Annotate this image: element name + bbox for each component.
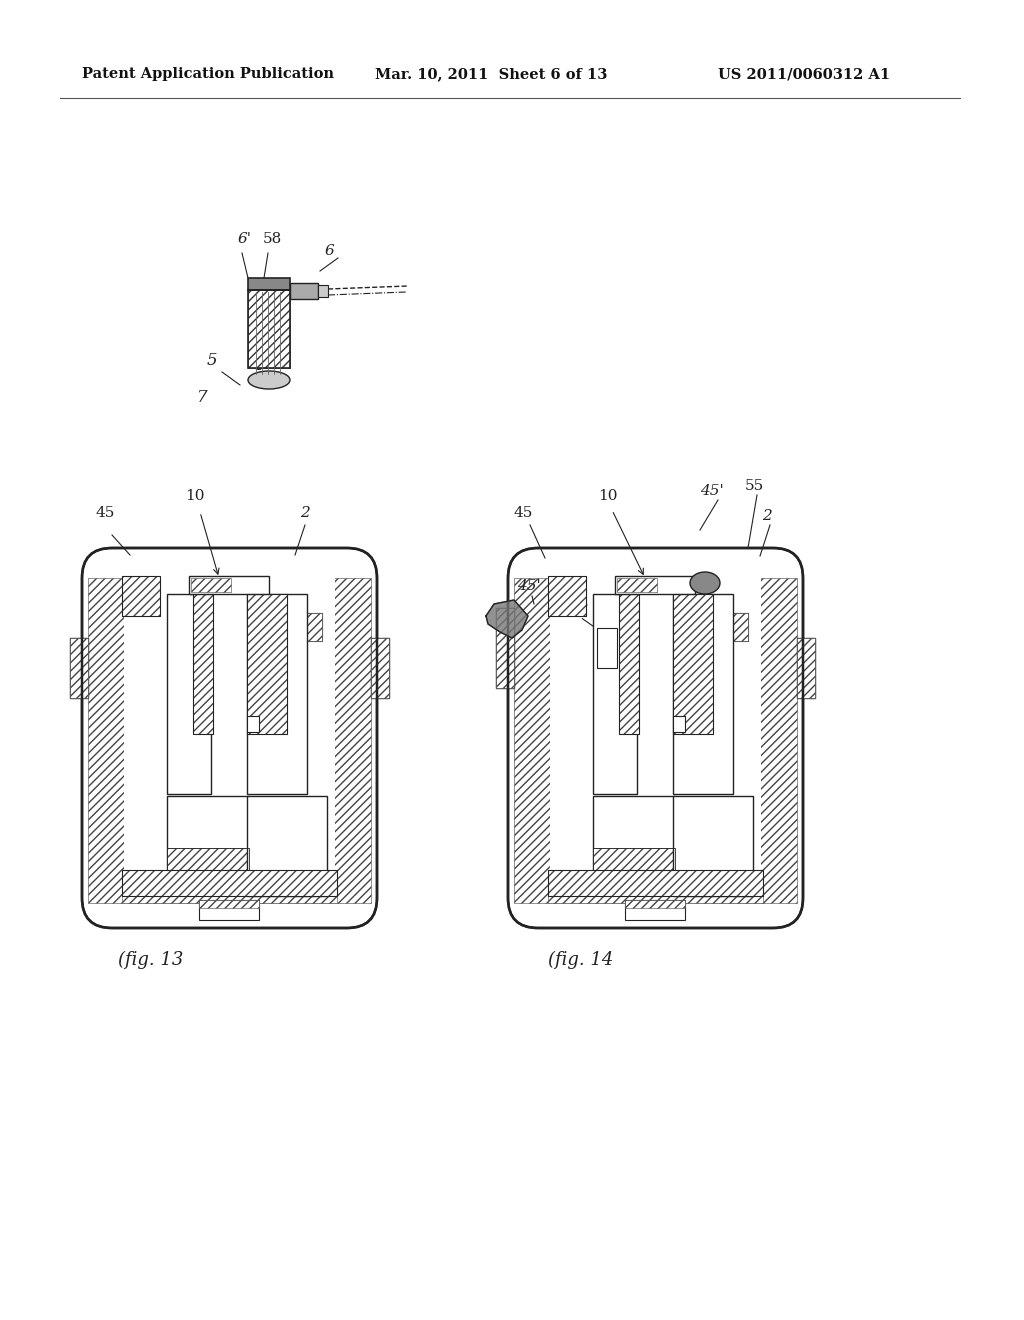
Bar — [548, 576, 586, 616]
Bar — [122, 870, 337, 896]
Bar — [290, 282, 318, 300]
Text: 6': 6' — [238, 232, 252, 246]
Bar — [122, 873, 337, 903]
Bar — [617, 578, 657, 591]
Bar — [371, 638, 389, 698]
FancyBboxPatch shape — [508, 548, 803, 928]
Text: 4: 4 — [252, 356, 262, 374]
Bar — [625, 900, 685, 920]
Text: Mar. 10, 2011  Sheet 6 of 13: Mar. 10, 2011 Sheet 6 of 13 — [375, 67, 607, 81]
FancyBboxPatch shape — [82, 548, 377, 928]
Text: 45: 45 — [513, 506, 532, 520]
Text: 7: 7 — [197, 389, 208, 407]
Bar — [122, 576, 160, 616]
Text: 10: 10 — [185, 488, 205, 503]
Bar — [720, 612, 748, 642]
Bar — [294, 612, 322, 642]
Bar — [318, 285, 328, 297]
Text: 55: 55 — [745, 479, 764, 492]
Bar — [673, 594, 713, 734]
Bar — [720, 612, 748, 642]
Bar — [193, 594, 213, 734]
Bar — [593, 594, 637, 795]
Bar — [124, 578, 335, 898]
Bar — [189, 576, 269, 594]
Bar — [496, 609, 514, 688]
Bar — [548, 870, 763, 896]
Bar — [597, 628, 617, 668]
Bar — [615, 576, 695, 594]
Bar — [593, 847, 675, 870]
Bar — [618, 594, 639, 734]
Bar — [673, 715, 685, 733]
Bar — [548, 873, 763, 903]
Bar — [88, 578, 371, 903]
Bar — [247, 594, 287, 734]
Bar — [294, 612, 322, 642]
Bar — [548, 870, 763, 896]
Bar — [247, 594, 307, 795]
Bar — [593, 796, 675, 876]
Bar — [122, 870, 337, 896]
Bar — [193, 594, 213, 734]
Text: (fig. 14: (fig. 14 — [548, 950, 613, 969]
Bar — [70, 638, 88, 698]
Text: US 2011/0060312 A1: US 2011/0060312 A1 — [718, 67, 890, 81]
Bar — [625, 900, 685, 908]
Text: 58: 58 — [263, 232, 283, 246]
Bar — [248, 290, 290, 368]
Bar — [191, 578, 231, 591]
Bar — [548, 576, 586, 616]
Text: 48: 48 — [569, 597, 589, 611]
Bar — [248, 279, 290, 290]
Bar — [122, 576, 160, 616]
Text: 6: 6 — [325, 244, 335, 257]
Bar — [248, 290, 290, 368]
Text: 45: 45 — [95, 506, 115, 520]
Text: 5: 5 — [207, 352, 218, 370]
Bar — [593, 847, 675, 870]
Bar — [618, 594, 639, 734]
Text: (fig. 13: (fig. 13 — [118, 950, 183, 969]
Bar — [797, 638, 815, 698]
Text: 45': 45' — [700, 484, 724, 498]
Text: Patent Application Publication: Patent Application Publication — [82, 67, 334, 81]
Bar — [673, 594, 733, 795]
Bar — [550, 578, 761, 898]
Bar — [167, 796, 249, 876]
Bar — [199, 900, 259, 908]
Polygon shape — [486, 601, 528, 638]
Bar — [496, 609, 514, 688]
Bar — [247, 796, 327, 896]
Bar — [371, 638, 389, 698]
Bar — [167, 847, 249, 870]
Bar — [199, 900, 259, 920]
Bar — [673, 594, 713, 734]
Bar — [247, 715, 259, 733]
Bar — [70, 638, 88, 698]
Bar — [673, 796, 753, 896]
Text: 45': 45' — [517, 579, 541, 593]
Bar — [167, 594, 211, 795]
Text: 2: 2 — [300, 506, 309, 520]
Text: 2: 2 — [762, 510, 772, 523]
Bar — [797, 638, 815, 698]
Bar — [247, 594, 287, 734]
Ellipse shape — [690, 572, 720, 594]
Bar — [514, 578, 797, 903]
Ellipse shape — [248, 371, 290, 389]
Text: 10: 10 — [598, 488, 617, 503]
Bar — [167, 847, 249, 870]
